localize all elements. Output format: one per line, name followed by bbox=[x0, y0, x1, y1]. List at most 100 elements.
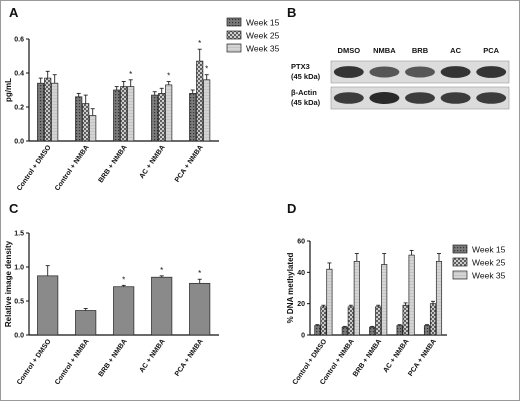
y-tick-label: 0.2 bbox=[14, 105, 24, 112]
blot-lane-label: AC bbox=[450, 46, 461, 55]
bar bbox=[196, 60, 204, 142]
bar bbox=[113, 89, 121, 142]
blot-lane-label: BRB bbox=[412, 46, 429, 55]
x-category-label: Control + NMBA bbox=[54, 338, 91, 386]
legend-swatch bbox=[452, 244, 468, 254]
bar bbox=[44, 77, 52, 142]
bar bbox=[375, 306, 382, 336]
panel-letter-c: C bbox=[9, 201, 19, 216]
bar bbox=[347, 306, 354, 336]
bar bbox=[326, 268, 333, 336]
bar bbox=[341, 326, 348, 336]
bar bbox=[423, 325, 431, 336]
blot-band bbox=[440, 92, 471, 104]
bar bbox=[203, 79, 211, 142]
y-axis-label: Relative image density bbox=[4, 240, 13, 327]
chart-a: 0.0 0.2 0.4 0.6 pg/mL Control + DMSO Control +… bbox=[4, 18, 280, 193]
legend-label: Week 15 bbox=[472, 245, 506, 255]
legend-label: Week 35 bbox=[246, 44, 280, 54]
legend-swatch bbox=[226, 43, 242, 53]
bar bbox=[151, 94, 159, 142]
y-tick-label: 0.0 bbox=[14, 333, 24, 340]
blot-band bbox=[333, 92, 364, 104]
bar bbox=[127, 86, 135, 142]
bar bbox=[314, 325, 321, 336]
x-category-label: PCA + NMBA bbox=[174, 338, 205, 378]
blot-row-sublabel: (45 kDa) bbox=[291, 98, 321, 107]
bar bbox=[381, 264, 388, 336]
y-tick-label: 1.0 bbox=[14, 265, 24, 272]
legend-label: Week 35 bbox=[472, 271, 506, 281]
blot-row-label: β-Actin bbox=[291, 88, 317, 97]
significance-marker: * bbox=[198, 269, 201, 278]
panel-letter-a: A bbox=[9, 5, 19, 20]
bar bbox=[151, 276, 173, 336]
blot-lane-label: PCA bbox=[483, 46, 499, 55]
x-category-label: BRB + NMBA bbox=[352, 338, 383, 378]
legend-swatch bbox=[226, 17, 242, 27]
y-tick-label: 0.0 bbox=[14, 139, 24, 146]
blot-row-sublabel: (45 kDa) bbox=[291, 72, 321, 81]
x-category-label: PCA + NMBA bbox=[407, 338, 438, 378]
bar bbox=[37, 275, 59, 336]
bar bbox=[408, 254, 415, 336]
bar bbox=[402, 304, 409, 336]
y-axis-label: pg/mL bbox=[4, 78, 13, 102]
bar bbox=[89, 115, 97, 142]
x-category-label: BRB + NMBA bbox=[98, 144, 129, 184]
bar bbox=[37, 82, 45, 142]
y-tick-label: 0.4 bbox=[14, 71, 24, 78]
bar bbox=[75, 310, 97, 336]
bar bbox=[353, 261, 360, 336]
x-category-label: AC + NMBA bbox=[138, 144, 166, 180]
y-tick-label: 0 bbox=[301, 333, 305, 340]
x-category-label: AC + NMBA bbox=[138, 338, 166, 374]
bar bbox=[113, 286, 135, 336]
bar bbox=[51, 82, 59, 142]
bar bbox=[369, 326, 376, 336]
blot-lane-label: DMSO bbox=[338, 46, 361, 55]
blot-row-label: PTX3 bbox=[291, 62, 310, 71]
legend-swatch bbox=[452, 270, 468, 280]
significance-marker: * bbox=[160, 266, 163, 275]
x-category-label: Control + NMBA bbox=[54, 144, 91, 192]
x-category-label: Control + DMSO bbox=[16, 144, 53, 193]
bar bbox=[396, 325, 403, 336]
y-tick-label: 1.5 bbox=[14, 231, 24, 238]
blot-band bbox=[476, 66, 507, 78]
y-tick-label: 40 bbox=[297, 270, 305, 277]
legend-swatch bbox=[452, 257, 468, 267]
panel-letter-b: B bbox=[287, 5, 296, 20]
x-category-label: AC + NMBA bbox=[382, 338, 410, 374]
blot-lane-label: NMBA bbox=[373, 46, 396, 55]
bar bbox=[165, 84, 173, 142]
significance-marker: * bbox=[198, 39, 201, 48]
bar bbox=[189, 282, 211, 336]
significance-marker: * bbox=[167, 72, 170, 81]
bar bbox=[158, 93, 166, 142]
blot-band bbox=[369, 66, 400, 78]
blot-band bbox=[405, 92, 435, 104]
legend-label: Week 15 bbox=[246, 18, 280, 28]
bar bbox=[75, 96, 83, 142]
legend-swatch bbox=[226, 30, 242, 40]
blot-band bbox=[440, 66, 471, 78]
legend-label: Week 25 bbox=[246, 31, 280, 41]
x-category-label: Control + DMSO bbox=[16, 338, 53, 387]
legend-label: Week 25 bbox=[472, 258, 506, 268]
significance-marker: * bbox=[129, 70, 132, 79]
blot-band bbox=[333, 66, 364, 78]
y-tick-label: 0.6 bbox=[14, 37, 24, 44]
blot-band bbox=[405, 66, 435, 78]
bar bbox=[320, 306, 327, 336]
panel-letter-d: D bbox=[287, 201, 296, 216]
significance-marker: * bbox=[122, 275, 125, 284]
x-category-label: PCA + NMBA bbox=[174, 144, 205, 184]
bar bbox=[120, 86, 128, 142]
y-axis-label: % DNA methylated bbox=[286, 252, 295, 323]
bar bbox=[189, 93, 197, 142]
